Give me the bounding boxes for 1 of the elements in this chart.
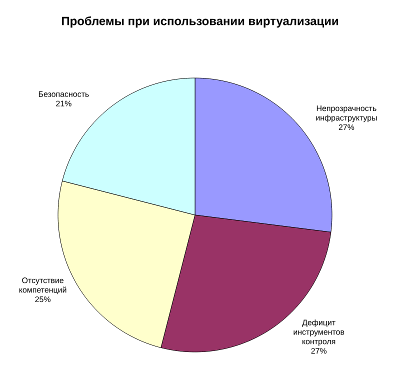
- chart-title: Проблемы при использовании виртуализации: [62, 16, 338, 28]
